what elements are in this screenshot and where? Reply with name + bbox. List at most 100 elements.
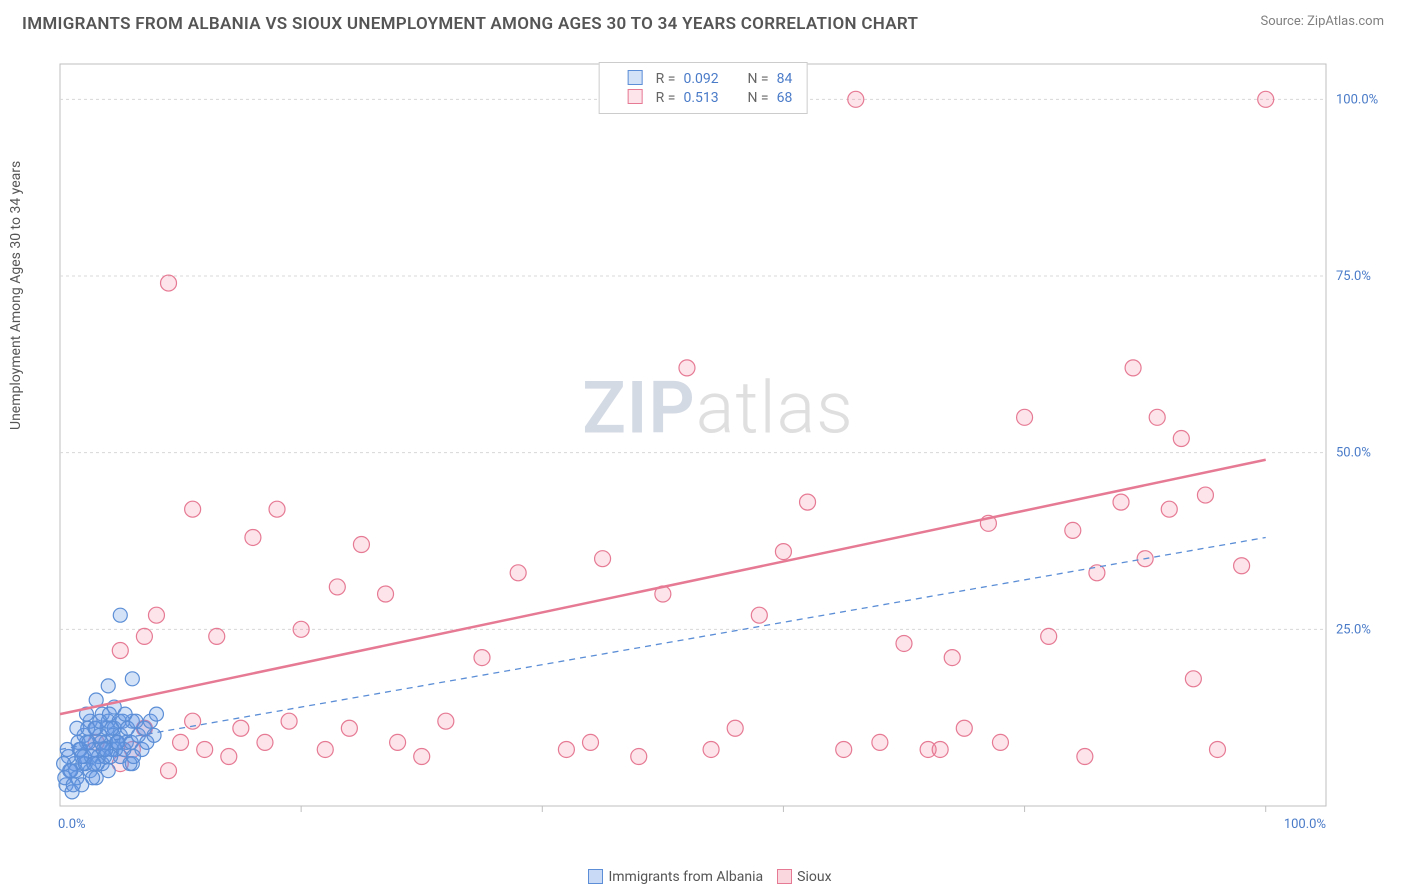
x-origin-label: 0.0% xyxy=(58,817,86,832)
data-point xyxy=(800,494,816,510)
data-point xyxy=(125,672,139,686)
r-label: R = xyxy=(656,90,676,106)
n-label: N = xyxy=(747,90,768,106)
data-point xyxy=(105,721,119,735)
n-value: 68 xyxy=(777,90,793,106)
series-legend: Immigrants from Albania Sioux xyxy=(0,869,1406,886)
data-point xyxy=(161,763,177,779)
data-point xyxy=(414,749,430,765)
correlation-legend: R = 0.092 N = 84 R = 0.513 N = 68 xyxy=(599,62,808,114)
data-point xyxy=(474,650,490,666)
data-point xyxy=(101,679,115,693)
data-point xyxy=(1065,522,1081,538)
data-point xyxy=(257,734,273,750)
y-tick-label: 25.0% xyxy=(1336,622,1371,637)
data-point xyxy=(1173,431,1189,447)
legend-label: Sioux xyxy=(797,869,831,885)
data-point xyxy=(896,635,912,651)
data-point xyxy=(1149,409,1165,425)
data-point xyxy=(1209,741,1225,757)
data-point xyxy=(317,741,333,757)
data-point xyxy=(149,707,163,721)
data-point xyxy=(1234,558,1250,574)
data-point xyxy=(751,607,767,623)
data-point xyxy=(1041,628,1057,644)
x-max-label: 100.0% xyxy=(1284,817,1326,832)
data-point xyxy=(64,764,78,778)
y-tick-label: 100.0% xyxy=(1336,92,1378,107)
data-point xyxy=(872,734,888,750)
data-point xyxy=(233,720,249,736)
correlation-row: R = 0.092 N = 84 xyxy=(614,69,793,88)
data-point xyxy=(378,586,394,602)
n-value: 84 xyxy=(777,71,793,87)
data-point xyxy=(510,565,526,581)
data-point xyxy=(1113,494,1129,510)
data-point xyxy=(944,650,960,666)
data-point xyxy=(956,720,972,736)
r-value: 0.092 xyxy=(683,71,729,87)
data-point xyxy=(245,529,261,545)
source-label: Source: ZipAtlas.com xyxy=(1260,14,1384,29)
data-point xyxy=(1258,91,1274,107)
data-point xyxy=(595,551,611,567)
data-point xyxy=(269,501,285,517)
chart-area: 25.0%50.0%75.0%100.0%0.0%100.0% ZIPatlas xyxy=(52,60,1384,850)
legend-swatch xyxy=(628,70,643,85)
data-point xyxy=(1161,501,1177,517)
data-point xyxy=(173,734,189,750)
data-point xyxy=(1197,487,1213,503)
scatter-plot: 25.0% 50.0% 75.0% 100.0% 0.0% 100.0% xyxy=(52,60,1384,850)
y-tick-label: 50.0% xyxy=(1336,446,1371,461)
data-point xyxy=(1017,409,1033,425)
data-point xyxy=(836,741,852,757)
data-point xyxy=(679,360,695,376)
correlation-row: R = 0.513 N = 68 xyxy=(614,88,793,107)
data-point xyxy=(848,91,864,107)
data-point xyxy=(992,734,1008,750)
data-point xyxy=(727,720,743,736)
data-point xyxy=(932,741,948,757)
data-point xyxy=(281,713,297,729)
data-point xyxy=(775,544,791,560)
data-point xyxy=(1089,565,1105,581)
legend-swatch xyxy=(777,869,792,884)
r-value: 0.513 xyxy=(683,90,729,106)
data-point xyxy=(438,713,454,729)
data-point xyxy=(1185,671,1201,687)
data-point xyxy=(113,608,127,622)
data-point xyxy=(148,607,164,623)
legend-swatch xyxy=(628,89,643,104)
data-point xyxy=(583,734,599,750)
data-point xyxy=(66,778,80,792)
data-point xyxy=(111,735,125,749)
data-point xyxy=(185,501,201,517)
data-point xyxy=(329,579,345,595)
data-point xyxy=(221,749,237,765)
data-point xyxy=(293,621,309,637)
data-point xyxy=(209,628,225,644)
data-point xyxy=(118,707,132,721)
n-label: N = xyxy=(747,71,768,87)
data-point xyxy=(341,720,357,736)
data-point xyxy=(1077,749,1093,765)
data-point xyxy=(1125,360,1141,376)
data-point xyxy=(112,643,128,659)
data-point xyxy=(87,757,101,771)
r-label: R = xyxy=(656,71,676,87)
y-tick-label: 75.0% xyxy=(1336,269,1371,284)
data-point xyxy=(147,728,161,742)
chart-title: IMMIGRANTS FROM ALBANIA VS SIOUX UNEMPLO… xyxy=(22,14,918,34)
data-point xyxy=(86,771,100,785)
legend-swatch xyxy=(588,869,603,884)
data-point xyxy=(70,721,84,735)
legend-label: Immigrants from Albania xyxy=(608,869,763,885)
data-point xyxy=(558,741,574,757)
data-point xyxy=(390,734,406,750)
data-point xyxy=(353,537,369,553)
data-point xyxy=(703,741,719,757)
data-point xyxy=(161,275,177,291)
data-point xyxy=(197,741,213,757)
y-axis-label: Unemployment Among Ages 30 to 34 years xyxy=(8,161,24,430)
data-point xyxy=(631,749,647,765)
